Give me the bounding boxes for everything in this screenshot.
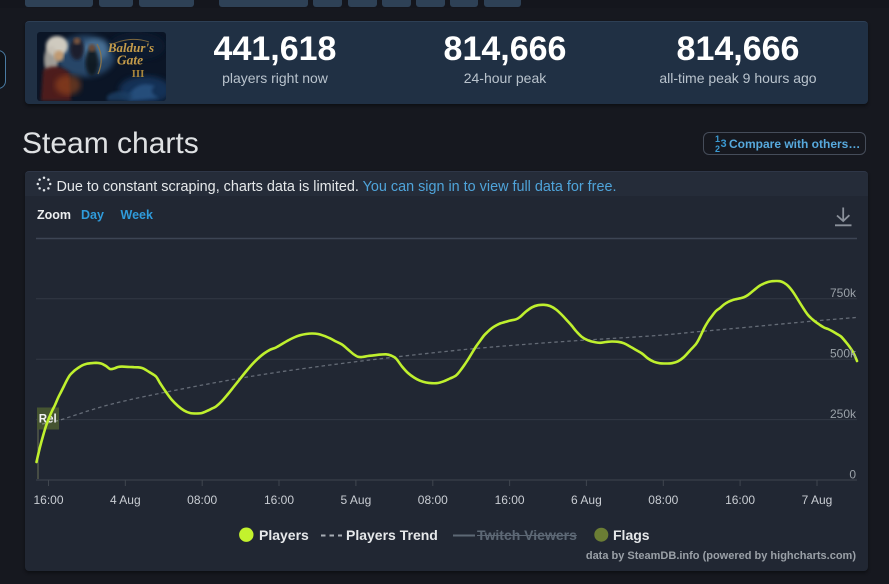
svg-text:5 Aug: 5 Aug	[341, 493, 372, 507]
svg-text:16:00: 16:00	[264, 493, 294, 507]
svg-text:08:00: 08:00	[418, 493, 448, 507]
svg-text:750k: 750k	[830, 286, 857, 300]
svg-text:4 Aug: 4 Aug	[110, 493, 141, 507]
svg-text:16:00: 16:00	[725, 493, 755, 507]
svg-text:III: III	[132, 68, 145, 80]
svg-text:0: 0	[849, 467, 856, 481]
svg-text:7 Aug: 7 Aug	[802, 493, 833, 507]
svg-text:16:00: 16:00	[33, 493, 63, 507]
svg-text:Baldur's: Baldur's	[107, 40, 154, 55]
svg-text:16:00: 16:00	[495, 493, 525, 507]
svg-text:08:00: 08:00	[648, 493, 678, 507]
svg-text:500k: 500k	[830, 347, 857, 361]
svg-text:250k: 250k	[830, 407, 857, 421]
svg-text:08:00: 08:00	[187, 493, 217, 507]
svg-text:6 Aug: 6 Aug	[571, 493, 602, 507]
svg-text:Gate: Gate	[117, 53, 143, 68]
